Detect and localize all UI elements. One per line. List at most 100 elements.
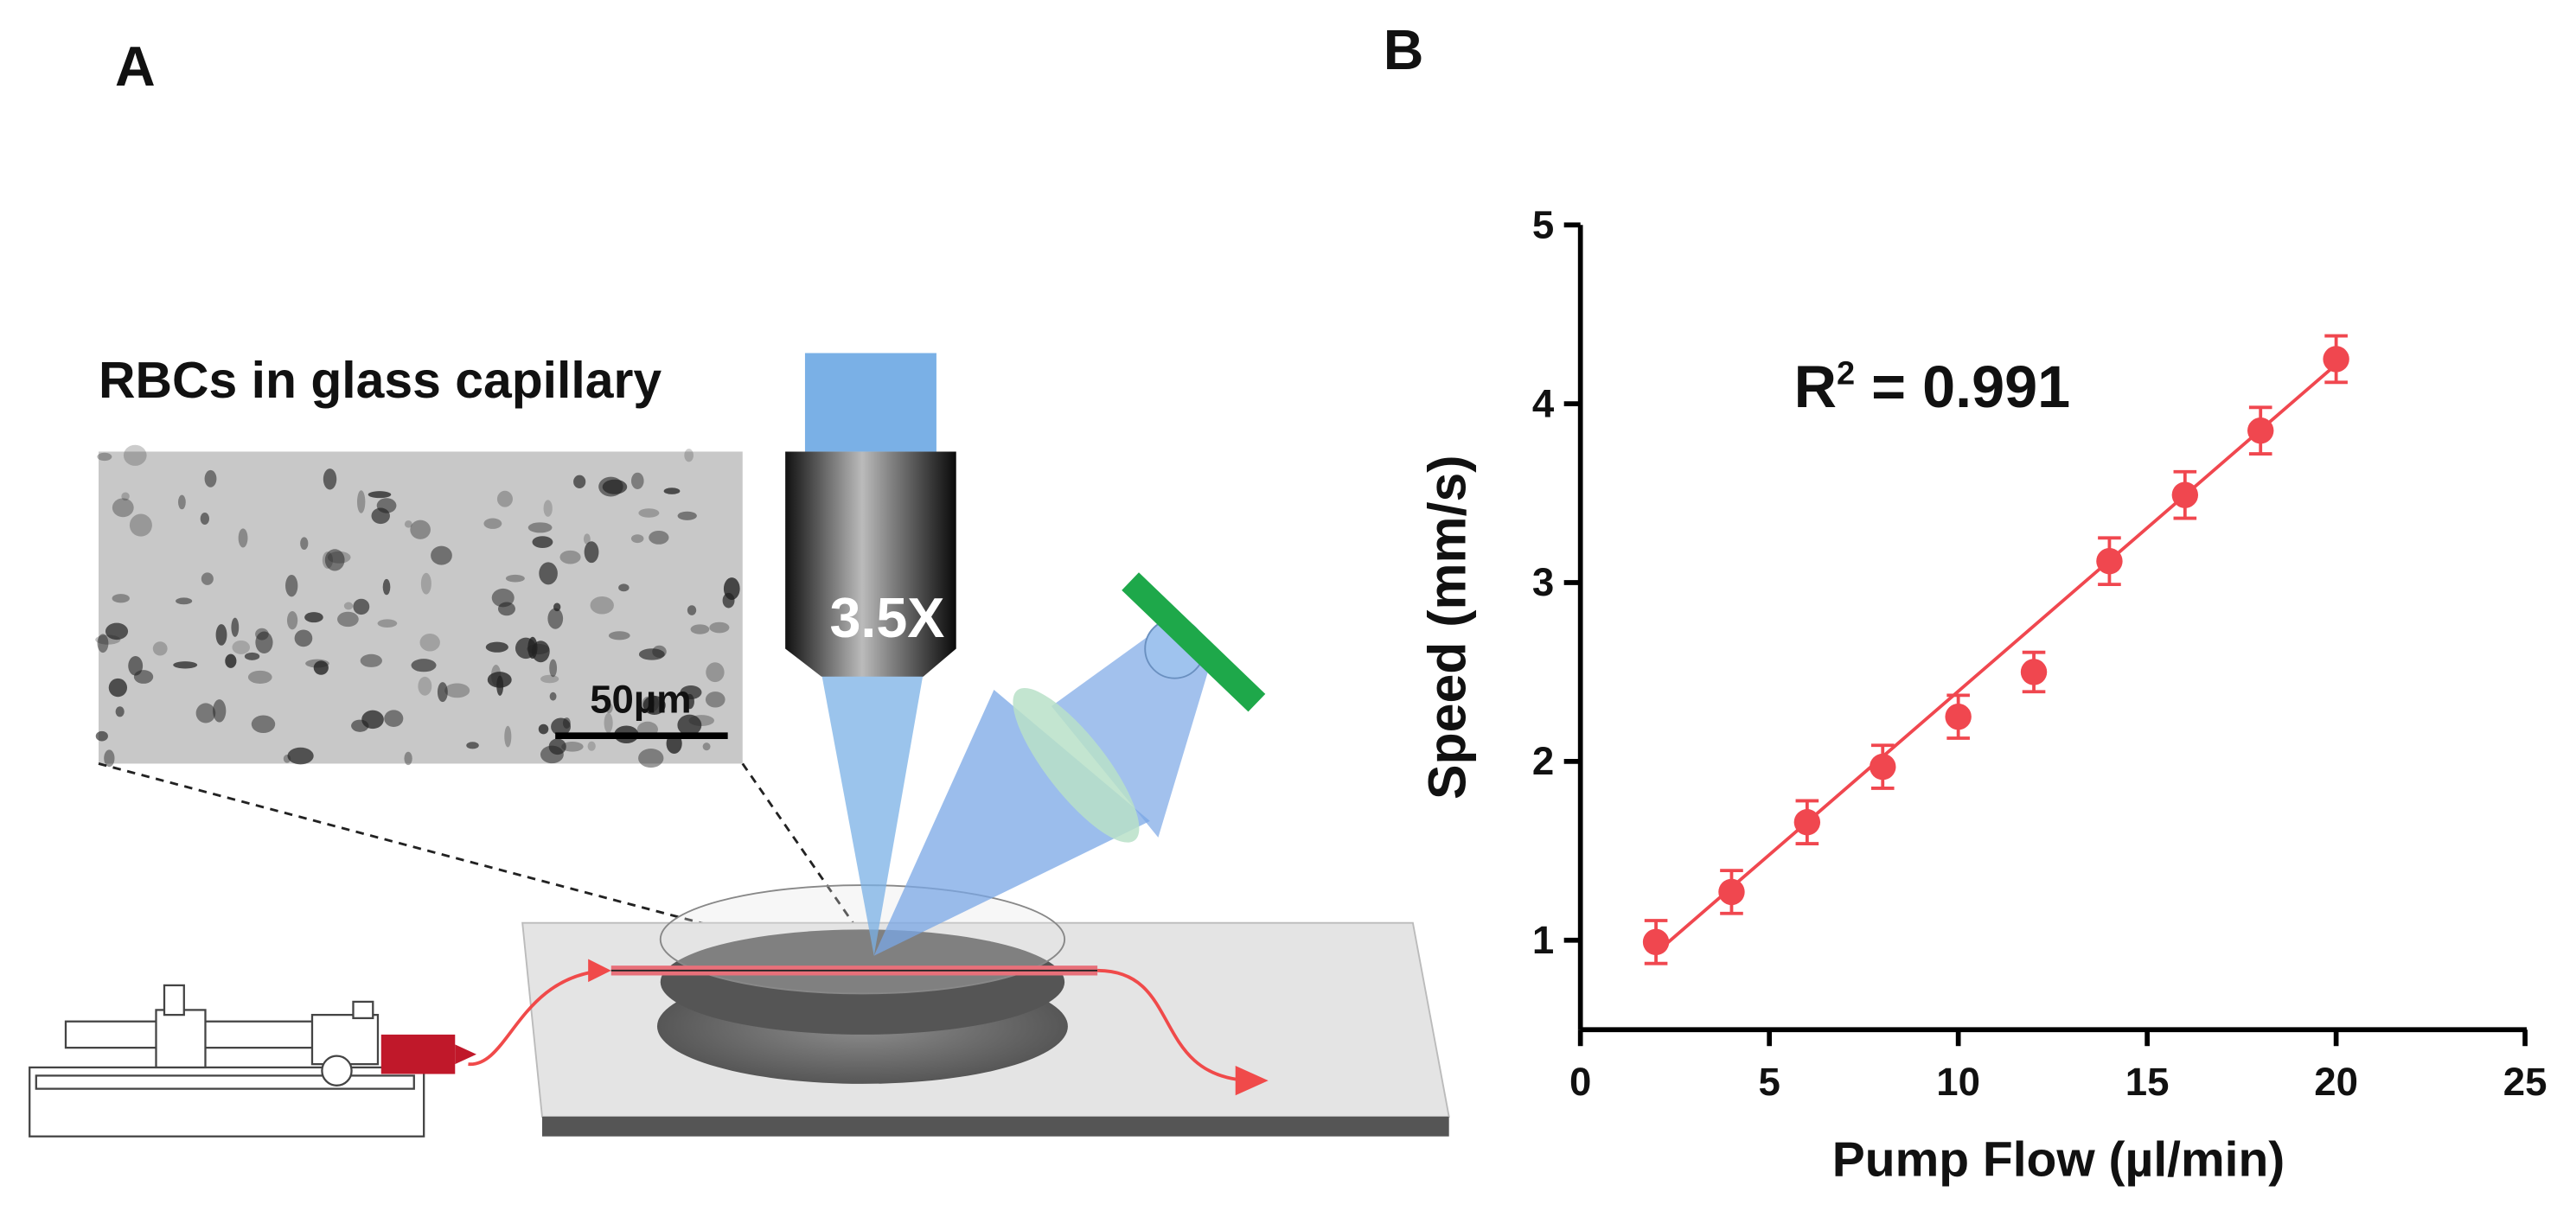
cell [287, 747, 314, 765]
cell [382, 578, 391, 596]
cell [225, 653, 237, 668]
point [2096, 548, 2123, 575]
arrow [588, 959, 611, 983]
point [2247, 417, 2274, 444]
annotation-sup: 2 [1837, 356, 1855, 392]
cell [133, 670, 154, 684]
cell [690, 624, 710, 634]
x-tick-label: 15 [2125, 1060, 2170, 1104]
point [1718, 878, 1745, 906]
cell [300, 537, 309, 551]
cell [343, 602, 354, 610]
x-tick-label: 10 [1936, 1060, 1980, 1104]
cell [483, 518, 502, 529]
point [2323, 346, 2349, 373]
cell [444, 683, 470, 698]
cell [384, 710, 404, 728]
y-tick-label: 4 [1532, 381, 1555, 425]
beam [821, 672, 924, 956]
cell [121, 492, 130, 501]
cell [112, 498, 134, 518]
cell [539, 562, 558, 585]
annotation: R2 = 0.991 [1794, 354, 2071, 420]
cell [419, 634, 440, 652]
cell [705, 691, 725, 708]
cell [663, 488, 681, 494]
cell [540, 674, 559, 684]
cell [722, 592, 735, 609]
cell [688, 715, 714, 727]
cell [677, 511, 697, 520]
cell [590, 596, 614, 615]
cell [547, 608, 564, 629]
y-tick-label: 2 [1532, 739, 1554, 783]
cell [313, 660, 329, 675]
cell [105, 622, 129, 640]
arrow [1235, 1066, 1269, 1096]
caption: RBCs in glass capillary [99, 353, 662, 409]
cell [584, 541, 599, 564]
cell [177, 494, 186, 510]
cell [505, 574, 525, 583]
syringe-pump [29, 984, 425, 1138]
annotation-base: R [1794, 354, 1837, 420]
cell [213, 699, 227, 723]
tube [1097, 968, 1250, 1083]
cell [630, 472, 644, 489]
cell [244, 652, 260, 660]
panel-label: A [115, 35, 156, 98]
cell [360, 653, 382, 667]
cell [404, 751, 412, 766]
cell [285, 574, 298, 597]
cell [642, 695, 666, 715]
cell [605, 703, 613, 714]
cell [496, 675, 504, 696]
lens [1013, 687, 1140, 843]
cell [128, 656, 144, 676]
cell [356, 490, 366, 513]
cell [527, 522, 553, 533]
cell [437, 682, 448, 703]
cell [201, 572, 214, 585]
cell [680, 685, 702, 699]
cell [97, 452, 112, 462]
cell [684, 449, 694, 462]
annotation-rest: = 0.991 [1855, 354, 2070, 420]
cell [551, 717, 571, 736]
dish-bottom [660, 929, 1065, 1035]
point [1793, 809, 1821, 836]
cell [583, 533, 591, 545]
cell [238, 528, 248, 548]
cell [618, 583, 630, 592]
cell [706, 662, 725, 683]
cell [377, 619, 398, 628]
cell [204, 469, 217, 488]
cell [648, 695, 659, 711]
cell [324, 549, 345, 571]
cell [255, 631, 273, 653]
cell [709, 621, 730, 634]
zoom-line [98, 762, 888, 974]
cell [602, 479, 628, 494]
cell [638, 508, 660, 518]
cell [115, 706, 125, 717]
cell [543, 500, 553, 517]
objective [785, 451, 956, 677]
cell [129, 513, 152, 537]
x-axis-label: Pump Flow (µl/min) [1832, 1131, 2285, 1187]
cell [231, 617, 240, 637]
cell [152, 641, 168, 656]
cell [97, 634, 109, 653]
cell [497, 602, 515, 616]
panel-label: B [1384, 19, 1424, 81]
cell [466, 742, 479, 749]
cell [368, 491, 392, 499]
cell [112, 594, 130, 603]
cell [95, 730, 108, 742]
cell [702, 742, 711, 751]
cell [677, 714, 702, 736]
cell [687, 605, 697, 615]
beam-top [804, 353, 936, 452]
